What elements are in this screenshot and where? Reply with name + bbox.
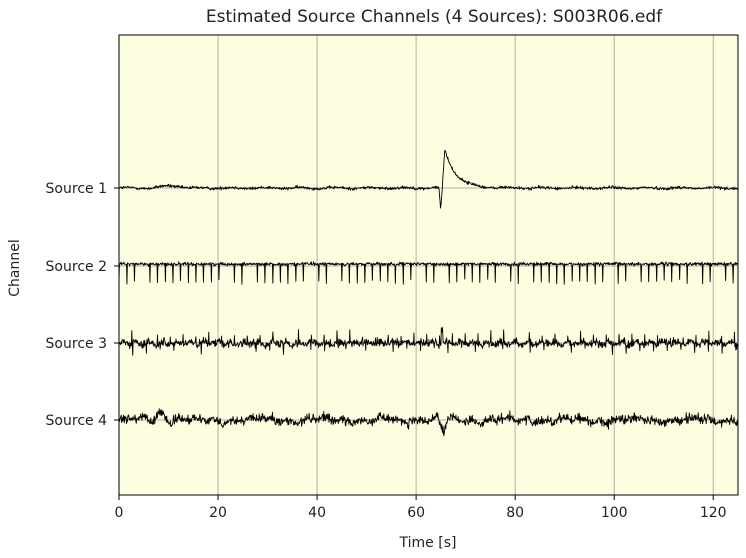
y-tick-label: Source 4 bbox=[46, 413, 108, 429]
x-tick-label: 100 bbox=[601, 505, 628, 521]
y-tick-label: Source 1 bbox=[46, 181, 107, 197]
x-tick-label: 40 bbox=[308, 505, 326, 521]
y-tick-label: Source 2 bbox=[46, 259, 107, 275]
trace-source-2 bbox=[118, 261, 739, 285]
x-tick-label: 0 bbox=[115, 505, 124, 521]
x-tick-label: 80 bbox=[506, 505, 524, 521]
plot-frame bbox=[118, 34, 739, 496]
source-traces bbox=[118, 149, 739, 437]
y-axis-label: Channel bbox=[7, 239, 23, 296]
trace-source-1 bbox=[118, 149, 739, 209]
y-axis: Source 1 Source 2 Source 3 Source 4 bbox=[46, 181, 119, 429]
x-tick-label: 20 bbox=[209, 505, 227, 521]
trace-source-3 bbox=[118, 326, 739, 356]
x-tick-label: 60 bbox=[407, 505, 425, 521]
trace-source-4 bbox=[118, 408, 739, 437]
x-tick-label: 120 bbox=[700, 505, 727, 521]
chart-title: Estimated Source Channels (4 Sources): S… bbox=[206, 7, 663, 27]
y-tick-label: Source 3 bbox=[46, 336, 107, 352]
x-axis-label: Time [s] bbox=[399, 535, 457, 551]
x-axis: 0 20 40 60 80 100 120 bbox=[115, 495, 727, 521]
